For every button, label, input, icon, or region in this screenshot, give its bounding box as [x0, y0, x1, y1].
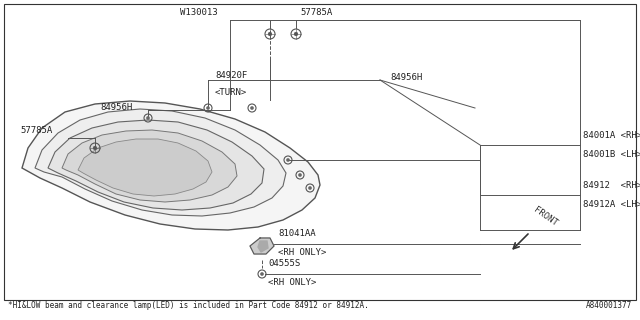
Circle shape [93, 146, 97, 150]
Circle shape [268, 32, 272, 36]
Polygon shape [78, 139, 212, 196]
Text: 04555S: 04555S [268, 259, 300, 268]
Text: 81041AA: 81041AA [278, 229, 316, 238]
Circle shape [298, 173, 301, 177]
Text: 57785A: 57785A [20, 126, 52, 135]
Text: 84912A <LH>: 84912A <LH> [583, 200, 640, 209]
Text: 84001A <RH>: 84001A <RH> [583, 131, 640, 140]
Polygon shape [48, 120, 264, 210]
Text: 57785A: 57785A [300, 8, 332, 17]
Text: <TURN>: <TURN> [215, 88, 247, 97]
Circle shape [206, 106, 210, 109]
Text: W130013: W130013 [180, 8, 218, 17]
Text: *HI&LOW beam and clearance lamp(LED) is included in Part Code 84912 or 84912A.: *HI&LOW beam and clearance lamp(LED) is … [8, 301, 369, 310]
Polygon shape [35, 109, 286, 216]
Text: FRONT: FRONT [532, 205, 559, 228]
Polygon shape [258, 241, 268, 252]
Polygon shape [62, 130, 237, 202]
Text: <RH ONLY>: <RH ONLY> [278, 248, 326, 257]
Text: 84001B <LH>: 84001B <LH> [583, 150, 640, 159]
Text: A840001377: A840001377 [586, 301, 632, 310]
Circle shape [308, 186, 312, 189]
Circle shape [260, 272, 264, 276]
Circle shape [287, 158, 290, 162]
Circle shape [294, 32, 298, 36]
Text: 84956H: 84956H [100, 103, 132, 112]
Text: <RH ONLY>: <RH ONLY> [268, 278, 316, 287]
Text: 84920F: 84920F [215, 71, 247, 80]
Text: 84956H: 84956H [390, 73, 422, 82]
Text: 84912  <RH>: 84912 <RH> [583, 181, 640, 190]
Polygon shape [22, 101, 320, 230]
Polygon shape [250, 238, 274, 254]
Circle shape [147, 116, 150, 120]
Circle shape [250, 106, 253, 109]
